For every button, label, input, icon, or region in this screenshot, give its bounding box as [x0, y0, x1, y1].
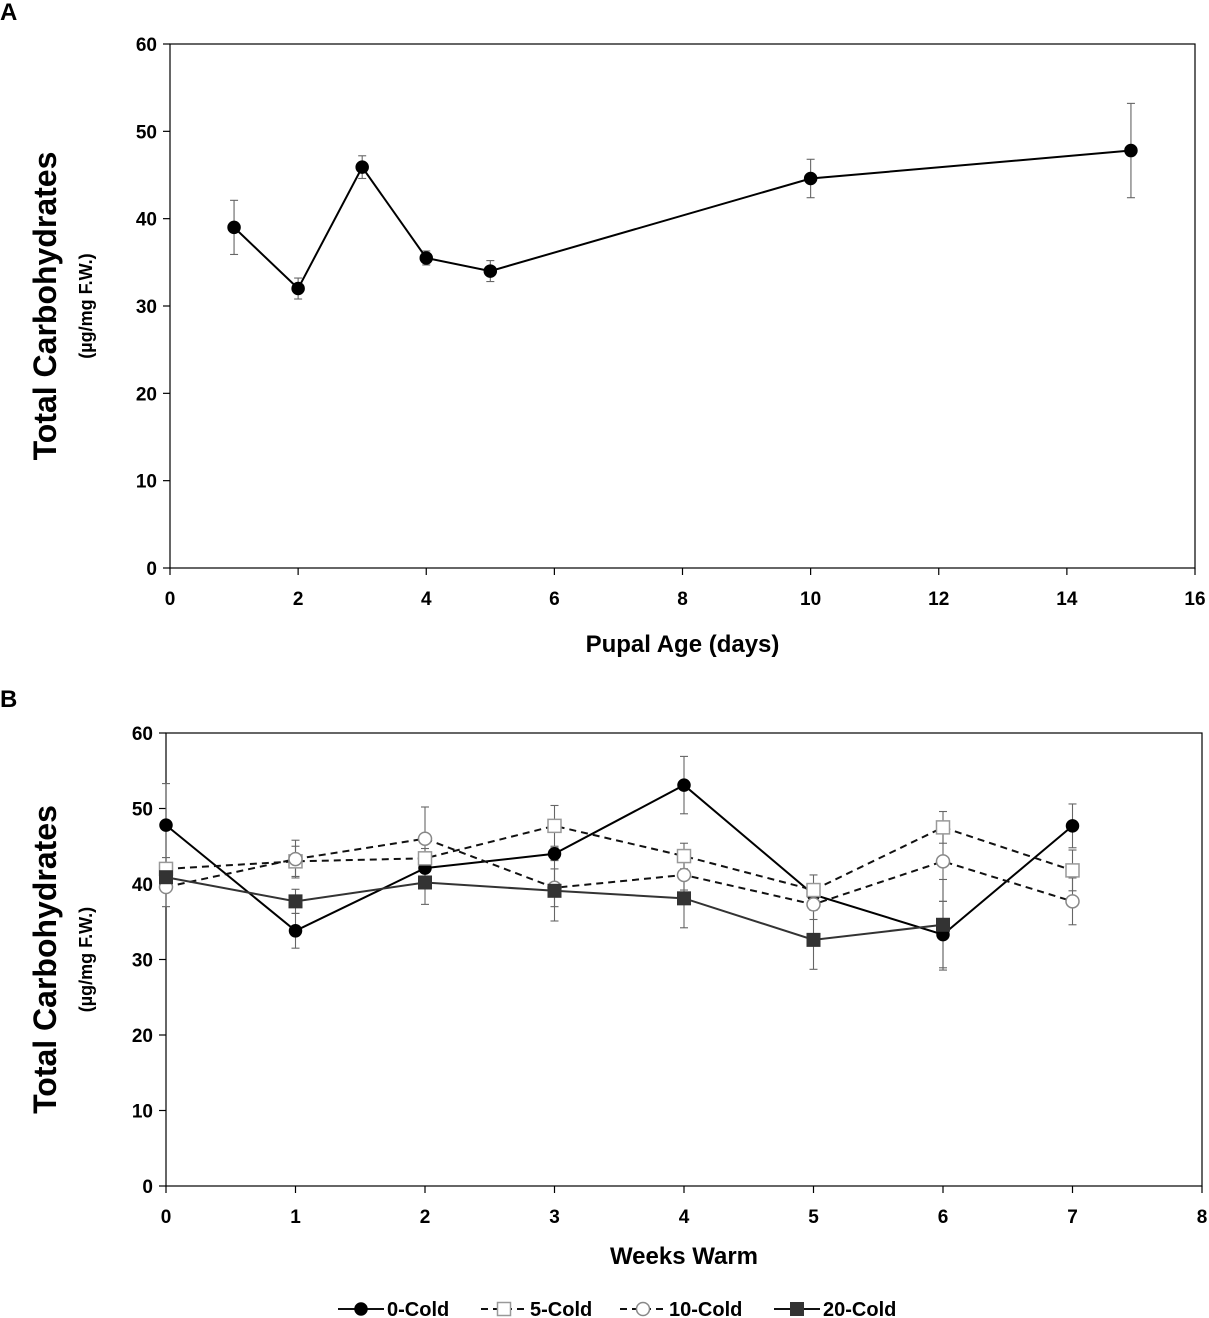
data-point-20-cold [677, 891, 691, 906]
legend: 0-Cold 5-Cold 10-Cold 20-Cold [338, 1299, 896, 1318]
x-tick-label: 14 [1056, 589, 1078, 610]
data-point-5-cold [1065, 863, 1080, 878]
data-point-5-cold [417, 851, 433, 866]
x-tick-label: 2 [420, 1207, 431, 1228]
chart-a: 0 10 20 30 40 50 60 0 2 4 6 8 10 12 14 16 Pupal Age (day… [27, 35, 1206, 658]
data-point-total-carbohydrates [291, 281, 305, 296]
x-axis-label: Weeks Warm [610, 1243, 758, 1270]
plot-frame [169, 43, 1196, 569]
data-point-0-cold [159, 818, 173, 832]
y-tick-label: 10 [136, 472, 157, 493]
y-tick-label: 20 [132, 1026, 153, 1047]
data-point-total-carbohydrates [355, 160, 369, 174]
series-line-5-cold [165, 824, 1073, 892]
data-point-total-carbohydrates [803, 171, 818, 186]
data-point-20-cold [288, 894, 303, 909]
x-tick-label: 4 [421, 589, 432, 610]
y-tick-label: 0 [146, 559, 157, 580]
data-point-total-carbohydrates [227, 220, 241, 235]
data-point-total-carbohydrates [419, 251, 433, 265]
y-tick-label: 60 [136, 35, 157, 56]
y-tick-label: 40 [132, 875, 153, 896]
data-point-20-cold [806, 932, 821, 947]
data-point-0-cold [288, 924, 303, 938]
data-point-0-cold [547, 847, 562, 861]
legend-label-10-cold: 10-Cold [669, 1299, 742, 1318]
y-axis-label: Total Carbohydrates [27, 805, 63, 1114]
data-point-5-cold [547, 818, 562, 834]
x-tick-label: 16 [1184, 589, 1205, 610]
legend-marker-5-cold [496, 1301, 512, 1317]
y-axis-label: Total Carbohydrates [27, 152, 63, 461]
legend-label-5-cold: 5-Cold [530, 1299, 592, 1318]
x-tick-label: 1 [290, 1207, 301, 1228]
y-tick-label: 10 [132, 1102, 153, 1123]
y-tick-label: 50 [136, 122, 157, 143]
y-tick-label: 50 [132, 800, 153, 821]
x-tick-label: 10 [800, 589, 821, 610]
x-tick-label: 8 [1197, 1207, 1208, 1228]
x-tick-label: 6 [938, 1207, 949, 1228]
data-point-10-cold [417, 831, 433, 846]
legend-marker-20-cold [790, 1302, 804, 1316]
y-axis-unit-label: (µg/mg F.W.) [76, 253, 96, 358]
data-point-10-cold [1065, 894, 1080, 909]
data-point-5-cold [676, 848, 692, 864]
series-line-total-carbohydrates [233, 149, 1132, 291]
chart-b: 0 10 20 30 40 50 60 0 1 2 3 4 5 6 7 8 Weeks Warm Total Ca… [27, 724, 1207, 1270]
data-point-0-cold [1065, 819, 1080, 833]
data-point-5-cold [935, 820, 951, 835]
x-tick-label: 5 [808, 1207, 819, 1228]
data-point-20-cold [936, 917, 950, 932]
x-tick-label: 2 [293, 589, 304, 610]
data-point-10-cold [935, 854, 951, 869]
y-tick-label: 60 [132, 724, 153, 745]
y-tick-label: 30 [136, 297, 157, 318]
legend-label-0-cold: 0-Cold [387, 1299, 449, 1318]
x-tick-label: 0 [165, 589, 176, 610]
data-point-10-cold [806, 897, 821, 912]
data-point-0-cold [677, 778, 691, 792]
data-point-total-carbohydrates [483, 264, 498, 278]
legend-marker-0-cold [354, 1302, 368, 1316]
data-point-20-cold [159, 870, 173, 885]
legend-marker-10-cold [635, 1301, 651, 1317]
data-point-5-cold [806, 882, 821, 898]
x-tick-label: 3 [549, 1207, 560, 1228]
y-tick-label: 30 [132, 951, 153, 972]
x-tick-label: 4 [679, 1207, 690, 1228]
data-point-20-cold [547, 883, 562, 898]
y-axis-unit-label: (µg/mg F.W.) [76, 907, 96, 1012]
y-tick-label: 40 [136, 210, 157, 231]
panel-label-a: A [0, 0, 17, 26]
panel-label-b: B [0, 686, 17, 713]
legend-label-20-cold: 20-Cold [823, 1299, 896, 1318]
x-tick-label: 12 [928, 589, 949, 610]
y-tick-label: 20 [136, 384, 157, 405]
y-tick-label: 0 [142, 1177, 153, 1198]
x-axis-label: Pupal Age (days) [586, 631, 780, 658]
data-point-20-cold [418, 875, 432, 890]
data-point-10-cold [288, 851, 303, 867]
data-point-total-carbohydrates [1124, 143, 1138, 158]
data-point-10-cold [676, 867, 692, 883]
x-tick-label: 6 [549, 589, 560, 610]
x-tick-label: 7 [1067, 1207, 1078, 1228]
x-tick-label: 0 [161, 1207, 172, 1228]
x-tick-label: 8 [677, 589, 688, 610]
